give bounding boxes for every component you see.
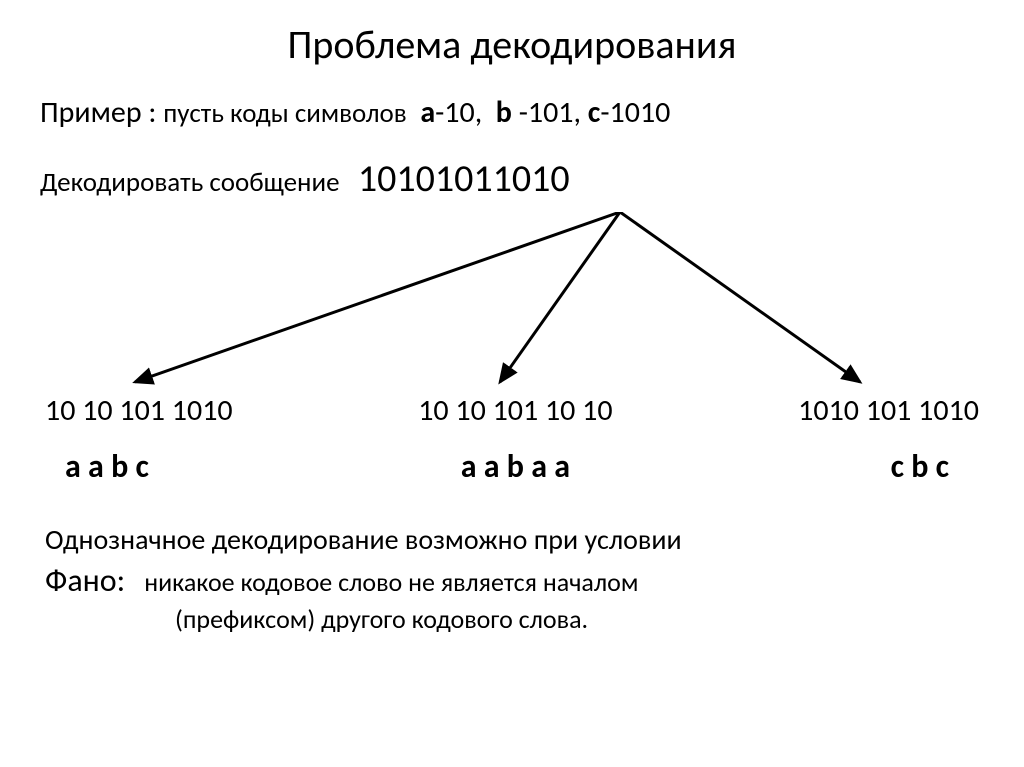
branch-1: 10 10 101 1010 a a b c (45, 392, 233, 486)
code-a: -10, (435, 94, 482, 131)
decode-message: 10101011010 (358, 156, 570, 202)
branch-3-letters: c b c (798, 447, 979, 486)
branch-3: 1010 101 1010 c b c (798, 392, 979, 486)
symbol-b: b (496, 94, 512, 131)
example-label: Пример : (40, 94, 156, 131)
branch-2-bits: 10 10 101 10 10 (418, 392, 612, 429)
conclusion-line1: Однозначное декодирование возможно при у… (45, 521, 979, 559)
decode-line: Декодировать сообщение 10101011010 (40, 156, 984, 202)
decoding-branches: 10 10 101 1010 a a b c 10 10 101 10 10 a… (40, 392, 984, 486)
symbol-a: а (420, 94, 435, 131)
slide-title: Проблема декодирования (40, 20, 984, 69)
codes-intro: пусть коды символов (163, 97, 407, 130)
decode-label: Декодировать сообщение (40, 166, 340, 199)
branch-2-letters: a a b a a (418, 447, 612, 486)
branch-2: 10 10 101 10 10 a a b a a (418, 392, 612, 486)
example-line: Пример : пусть коды символов а-10, b -10… (40, 94, 984, 131)
arrow-diagram (40, 212, 984, 392)
code-c: -1010 (600, 94, 670, 131)
conclusion-block: Однозначное декодирование возможно при у… (40, 521, 984, 637)
code-b: -101, (519, 94, 581, 131)
fano-label: Фано: (45, 561, 125, 600)
branch-1-bits: 10 10 101 1010 (45, 392, 233, 429)
fano-rest1: никакое кодовое слово не является начало… (144, 566, 638, 598)
symbol-c: с (588, 94, 601, 131)
branch-1-letters: a a b c (45, 447, 233, 486)
fano-rest2: (префиксом) другого кодового слова. (45, 602, 979, 637)
branch-3-bits: 1010 101 1010 (798, 392, 979, 429)
